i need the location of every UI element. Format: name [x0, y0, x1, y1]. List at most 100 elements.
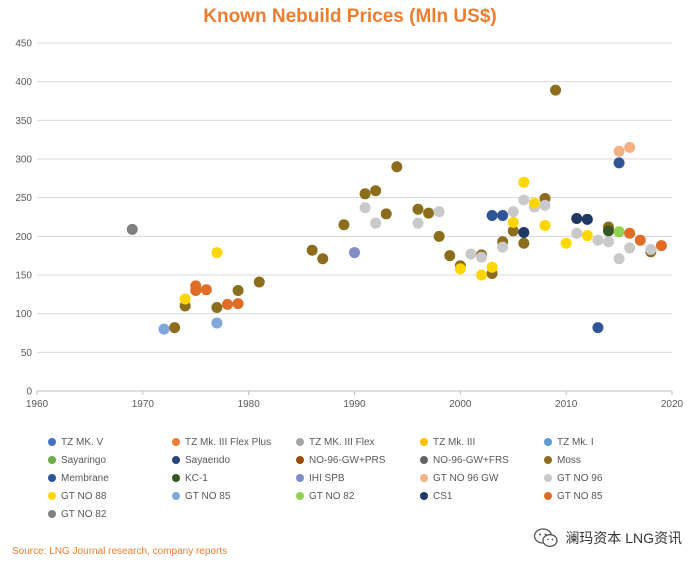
y-tick-label: 50	[21, 348, 33, 359]
data-point	[518, 176, 530, 188]
data-point	[232, 298, 244, 310]
legend-item: CS1	[412, 490, 536, 502]
legend-item: Membrane	[40, 472, 164, 484]
wechat-icon	[534, 528, 558, 547]
data-point	[645, 243, 657, 255]
legend-label: IHI SPB	[309, 472, 345, 484]
data-point	[613, 157, 625, 169]
data-point	[444, 250, 456, 262]
legend-label: GT NO 82	[309, 490, 355, 502]
watermark-text: 澜玛资本 LNG资讯	[565, 530, 682, 546]
data-point	[518, 226, 530, 238]
legend-item: TZ MK. V	[40, 436, 164, 448]
legend-item: TZ Mk. III Flex Plus	[164, 436, 288, 448]
data-point	[603, 225, 614, 237]
legend-marker-icon	[296, 456, 304, 464]
legend-label: NO-96-GW+PRS	[309, 454, 386, 466]
data-point	[655, 240, 667, 252]
data-point	[349, 247, 360, 259]
legend-item: GT NO 85	[536, 490, 660, 502]
legend-marker-icon	[544, 438, 552, 446]
data-point	[391, 161, 403, 173]
data-point	[169, 322, 181, 334]
data-point	[581, 230, 593, 242]
x-tick-label: 2000	[449, 399, 472, 410]
legend-label: NO-96-GW+FRS	[433, 454, 509, 466]
legend-marker-icon	[48, 474, 56, 482]
data-point	[539, 220, 551, 232]
legend-item: TZ Mk. I	[536, 436, 660, 448]
data-point	[497, 241, 509, 253]
data-point	[592, 234, 604, 246]
legend-marker-icon	[544, 492, 552, 500]
data-point	[412, 217, 424, 229]
data-point	[592, 322, 604, 334]
legend-item: IHI SPB	[288, 472, 412, 484]
gridlines	[37, 42, 672, 353]
legend-label: GT NO 85	[557, 490, 603, 502]
data-point	[211, 247, 223, 259]
data-point	[634, 234, 646, 246]
data-point	[200, 284, 212, 296]
legend-label: TZ MK. V	[61, 436, 104, 448]
data-point	[476, 269, 487, 281]
legend-item: Sayaendo	[164, 454, 288, 466]
legend-label: Sayaendo	[185, 454, 231, 466]
source-note: Source: LNG Journal research, company re…	[12, 546, 228, 557]
legend-marker-icon	[48, 492, 56, 500]
data-point	[571, 213, 583, 225]
data-point	[528, 197, 540, 209]
legend-marker-icon	[420, 438, 428, 446]
legend-label: TZ Mk. I	[557, 436, 594, 448]
x-tick-label: 1990	[343, 399, 366, 410]
data-points	[126, 84, 667, 335]
y-tick-label: 100	[15, 309, 32, 320]
data-point	[507, 206, 519, 218]
data-point	[624, 141, 636, 153]
chart-title: Known Nebuild Prices (Mln US$)	[203, 6, 497, 27]
data-point	[179, 293, 191, 305]
data-point	[476, 251, 487, 263]
data-point	[571, 227, 583, 239]
legend: TZ MK. V TZ Mk. III Flex Plus TZ MK. III F…	[40, 436, 660, 520]
x-tick-label: 1980	[238, 399, 261, 410]
scatter-plot: 0 50 100 150 200 250 300 350 400 450 1960 1970 1980 1…	[15, 39, 684, 411]
y-tick-label: 150	[15, 271, 32, 282]
data-point	[518, 237, 530, 249]
legend-label: TZ MK. III Flex	[309, 436, 375, 448]
data-point	[338, 219, 350, 231]
data-point	[370, 217, 382, 229]
data-point	[581, 213, 593, 225]
data-point	[412, 203, 424, 215]
legend-label: Sayaringo	[61, 454, 107, 466]
legend-marker-icon	[172, 438, 180, 446]
data-point	[550, 84, 562, 96]
data-point	[211, 317, 223, 329]
legend-marker-icon	[296, 474, 304, 482]
data-point	[507, 216, 519, 228]
legend-item: GT NO 96	[536, 472, 660, 484]
data-point	[465, 248, 477, 260]
legend-marker-icon	[172, 492, 180, 500]
legend-item: KC-1	[164, 472, 288, 484]
x-tick-label: 2020	[661, 399, 684, 410]
legend-item: GT NO 96 GW	[412, 472, 536, 484]
data-point	[454, 263, 466, 275]
data-point	[539, 199, 551, 211]
y-tick-label: 300	[15, 155, 32, 166]
legend-label: KC-1	[185, 472, 208, 484]
legend-item: GT NO 88	[40, 490, 164, 502]
data-point	[433, 206, 445, 218]
legend-item: TZ MK. III Flex	[288, 436, 412, 448]
legend-item: GT NO 85	[164, 490, 288, 502]
legend-marker-icon	[172, 474, 180, 482]
x-tick-label: 1960	[26, 399, 49, 410]
legend-item: NO-96-GW+PRS	[288, 454, 412, 466]
data-point	[613, 253, 625, 265]
data-point	[486, 261, 498, 273]
legend-label: TZ Mk. III Flex Plus	[185, 436, 272, 448]
y-tick-label: 0	[26, 387, 32, 398]
y-tick-label: 200	[15, 232, 32, 243]
data-point	[306, 244, 318, 256]
data-point	[359, 188, 371, 200]
